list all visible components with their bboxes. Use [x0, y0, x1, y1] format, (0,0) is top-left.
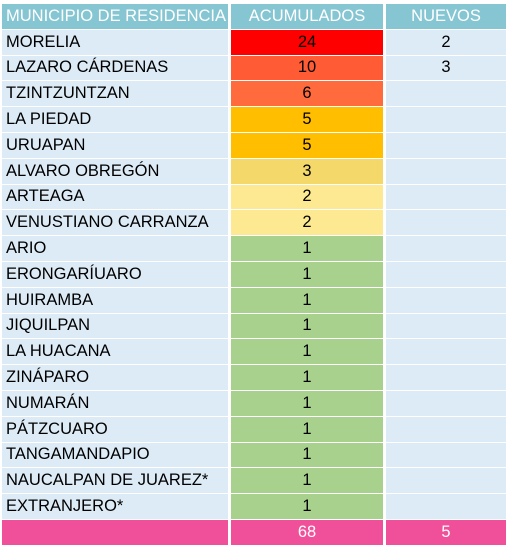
- total-municipio: [2, 519, 231, 546]
- municipio-cell: ARIO: [2, 236, 231, 262]
- municipio-cell: EXTRANJERO*: [2, 494, 231, 520]
- table-row: ARIO 1: [2, 236, 506, 262]
- municipio-cell: LA HUACANA: [2, 339, 231, 366]
- acumulados-cell: 1: [231, 313, 386, 340]
- acumulados-cell: 1: [231, 261, 386, 288]
- nuevos-cell: [386, 365, 506, 391]
- acumulados-cell: 1: [231, 390, 386, 417]
- nuevos-cell: [386, 107, 506, 133]
- table-row: ARTEAGA 2: [2, 184, 506, 211]
- table-row: ERONGARÍUARO 1: [2, 261, 506, 288]
- table-body: MORELIA 24 2 LAZARO CÁRDENAS 10 3 TZINTZUNTZAN…: [2, 29, 506, 520]
- acumulados-cell: 5: [231, 132, 386, 159]
- acumulados-cell: 5: [231, 107, 386, 133]
- nuevos-cell: [386, 210, 506, 237]
- municipio-cell: URUAPAN: [2, 132, 231, 159]
- total-nuevos: 5: [386, 519, 506, 546]
- table-row: LA HUACANA 1: [2, 339, 506, 366]
- acumulados-cell: 1: [231, 416, 386, 443]
- acumulados-cell: 1: [231, 365, 386, 391]
- acumulados-cell: 1: [231, 442, 386, 469]
- table-row: JIQUILPAN 1: [2, 313, 506, 340]
- acumulados-cell: 1: [231, 339, 386, 366]
- nuevos-cell: 3: [386, 55, 506, 82]
- municipio-cell: LA PIEDAD: [2, 107, 231, 133]
- table-header-row: MUNICIPIO DE RESIDENCIA ACUMULADOS NUEVO…: [2, 4, 506, 30]
- table-row: URUAPAN 5: [2, 132, 506, 159]
- nuevos-cell: [386, 236, 506, 262]
- municipio-cell: HUIRAMBA: [2, 287, 231, 314]
- nuevos-cell: [386, 132, 506, 159]
- municipio-cell: NUMARÁN: [2, 390, 231, 417]
- acumulados-cell: 1: [231, 287, 386, 314]
- nuevos-cell: [386, 390, 506, 417]
- municipio-cell: JIQUILPAN: [2, 313, 231, 340]
- table-row: EXTRANJERO* 1: [2, 494, 506, 520]
- municipio-cell: LAZARO CÁRDENAS: [2, 55, 231, 82]
- municipio-cell: ARTEAGA: [2, 184, 231, 211]
- table-row: MORELIA 24 2: [2, 29, 506, 56]
- table-row: TZINTZUNTZAN 6: [2, 81, 506, 108]
- acumulados-cell: 2: [231, 210, 386, 237]
- nuevos-cell: [386, 184, 506, 211]
- nuevos-cell: [386, 339, 506, 366]
- table-row: PÁTZCUARO 1: [2, 416, 506, 443]
- header-nuevos: NUEVOS: [386, 4, 506, 30]
- municipio-cell: PÁTZCUARO: [2, 416, 231, 443]
- table-row: ALVARO OBREGÓN 3: [2, 158, 506, 185]
- table-row: NAUCALPAN DE JUAREZ* 1: [2, 468, 506, 495]
- acumulados-cell: 1: [231, 494, 386, 520]
- nuevos-cell: [386, 442, 506, 469]
- nuevos-cell: [386, 494, 506, 520]
- header-acumulados: ACUMULADOS: [231, 4, 386, 30]
- nuevos-cell: [386, 287, 506, 314]
- municipio-cell: NAUCALPAN DE JUAREZ*: [2, 468, 231, 495]
- municipio-cell: VENUSTIANO CARRANZA: [2, 210, 231, 237]
- municipio-cell: ZINÁPARO: [2, 365, 231, 391]
- municipio-cell: TZINTZUNTZAN: [2, 81, 231, 108]
- totals-row: 68 5: [2, 519, 506, 546]
- table-row: ZINÁPARO 1: [2, 365, 506, 391]
- nuevos-cell: [386, 158, 506, 185]
- acumulados-cell: 2: [231, 184, 386, 211]
- acumulados-cell: 1: [231, 468, 386, 495]
- table-row: NUMARÁN 1: [2, 390, 506, 417]
- table-row: VENUSTIANO CARRANZA 2: [2, 210, 506, 237]
- acumulados-cell: 1: [231, 236, 386, 262]
- table-row: HUIRAMBA 1: [2, 287, 506, 314]
- municipio-cell: ALVARO OBREGÓN: [2, 158, 231, 185]
- nuevos-cell: [386, 261, 506, 288]
- nuevos-cell: [386, 416, 506, 443]
- cases-table: MUNICIPIO DE RESIDENCIA ACUMULADOS NUEVO…: [2, 4, 506, 546]
- table-row: LA PIEDAD 5: [2, 107, 506, 133]
- nuevos-cell: [386, 468, 506, 495]
- acumulados-cell: 24: [231, 29, 386, 56]
- acumulados-cell: 10: [231, 55, 386, 82]
- table-row: LAZARO CÁRDENAS 10 3: [2, 55, 506, 82]
- nuevos-cell: [386, 313, 506, 340]
- municipio-cell: TANGAMANDAPIO: [2, 442, 231, 469]
- municipio-cell: MORELIA: [2, 29, 231, 56]
- total-acumulados: 68: [231, 519, 386, 546]
- municipio-cell: ERONGARÍUARO: [2, 261, 231, 288]
- acumulados-cell: 6: [231, 81, 386, 108]
- nuevos-cell: [386, 81, 506, 108]
- table-row: TANGAMANDAPIO 1: [2, 442, 506, 469]
- header-municipio: MUNICIPIO DE RESIDENCIA: [2, 4, 231, 30]
- acumulados-cell: 3: [231, 158, 386, 185]
- nuevos-cell: 2: [386, 29, 506, 56]
